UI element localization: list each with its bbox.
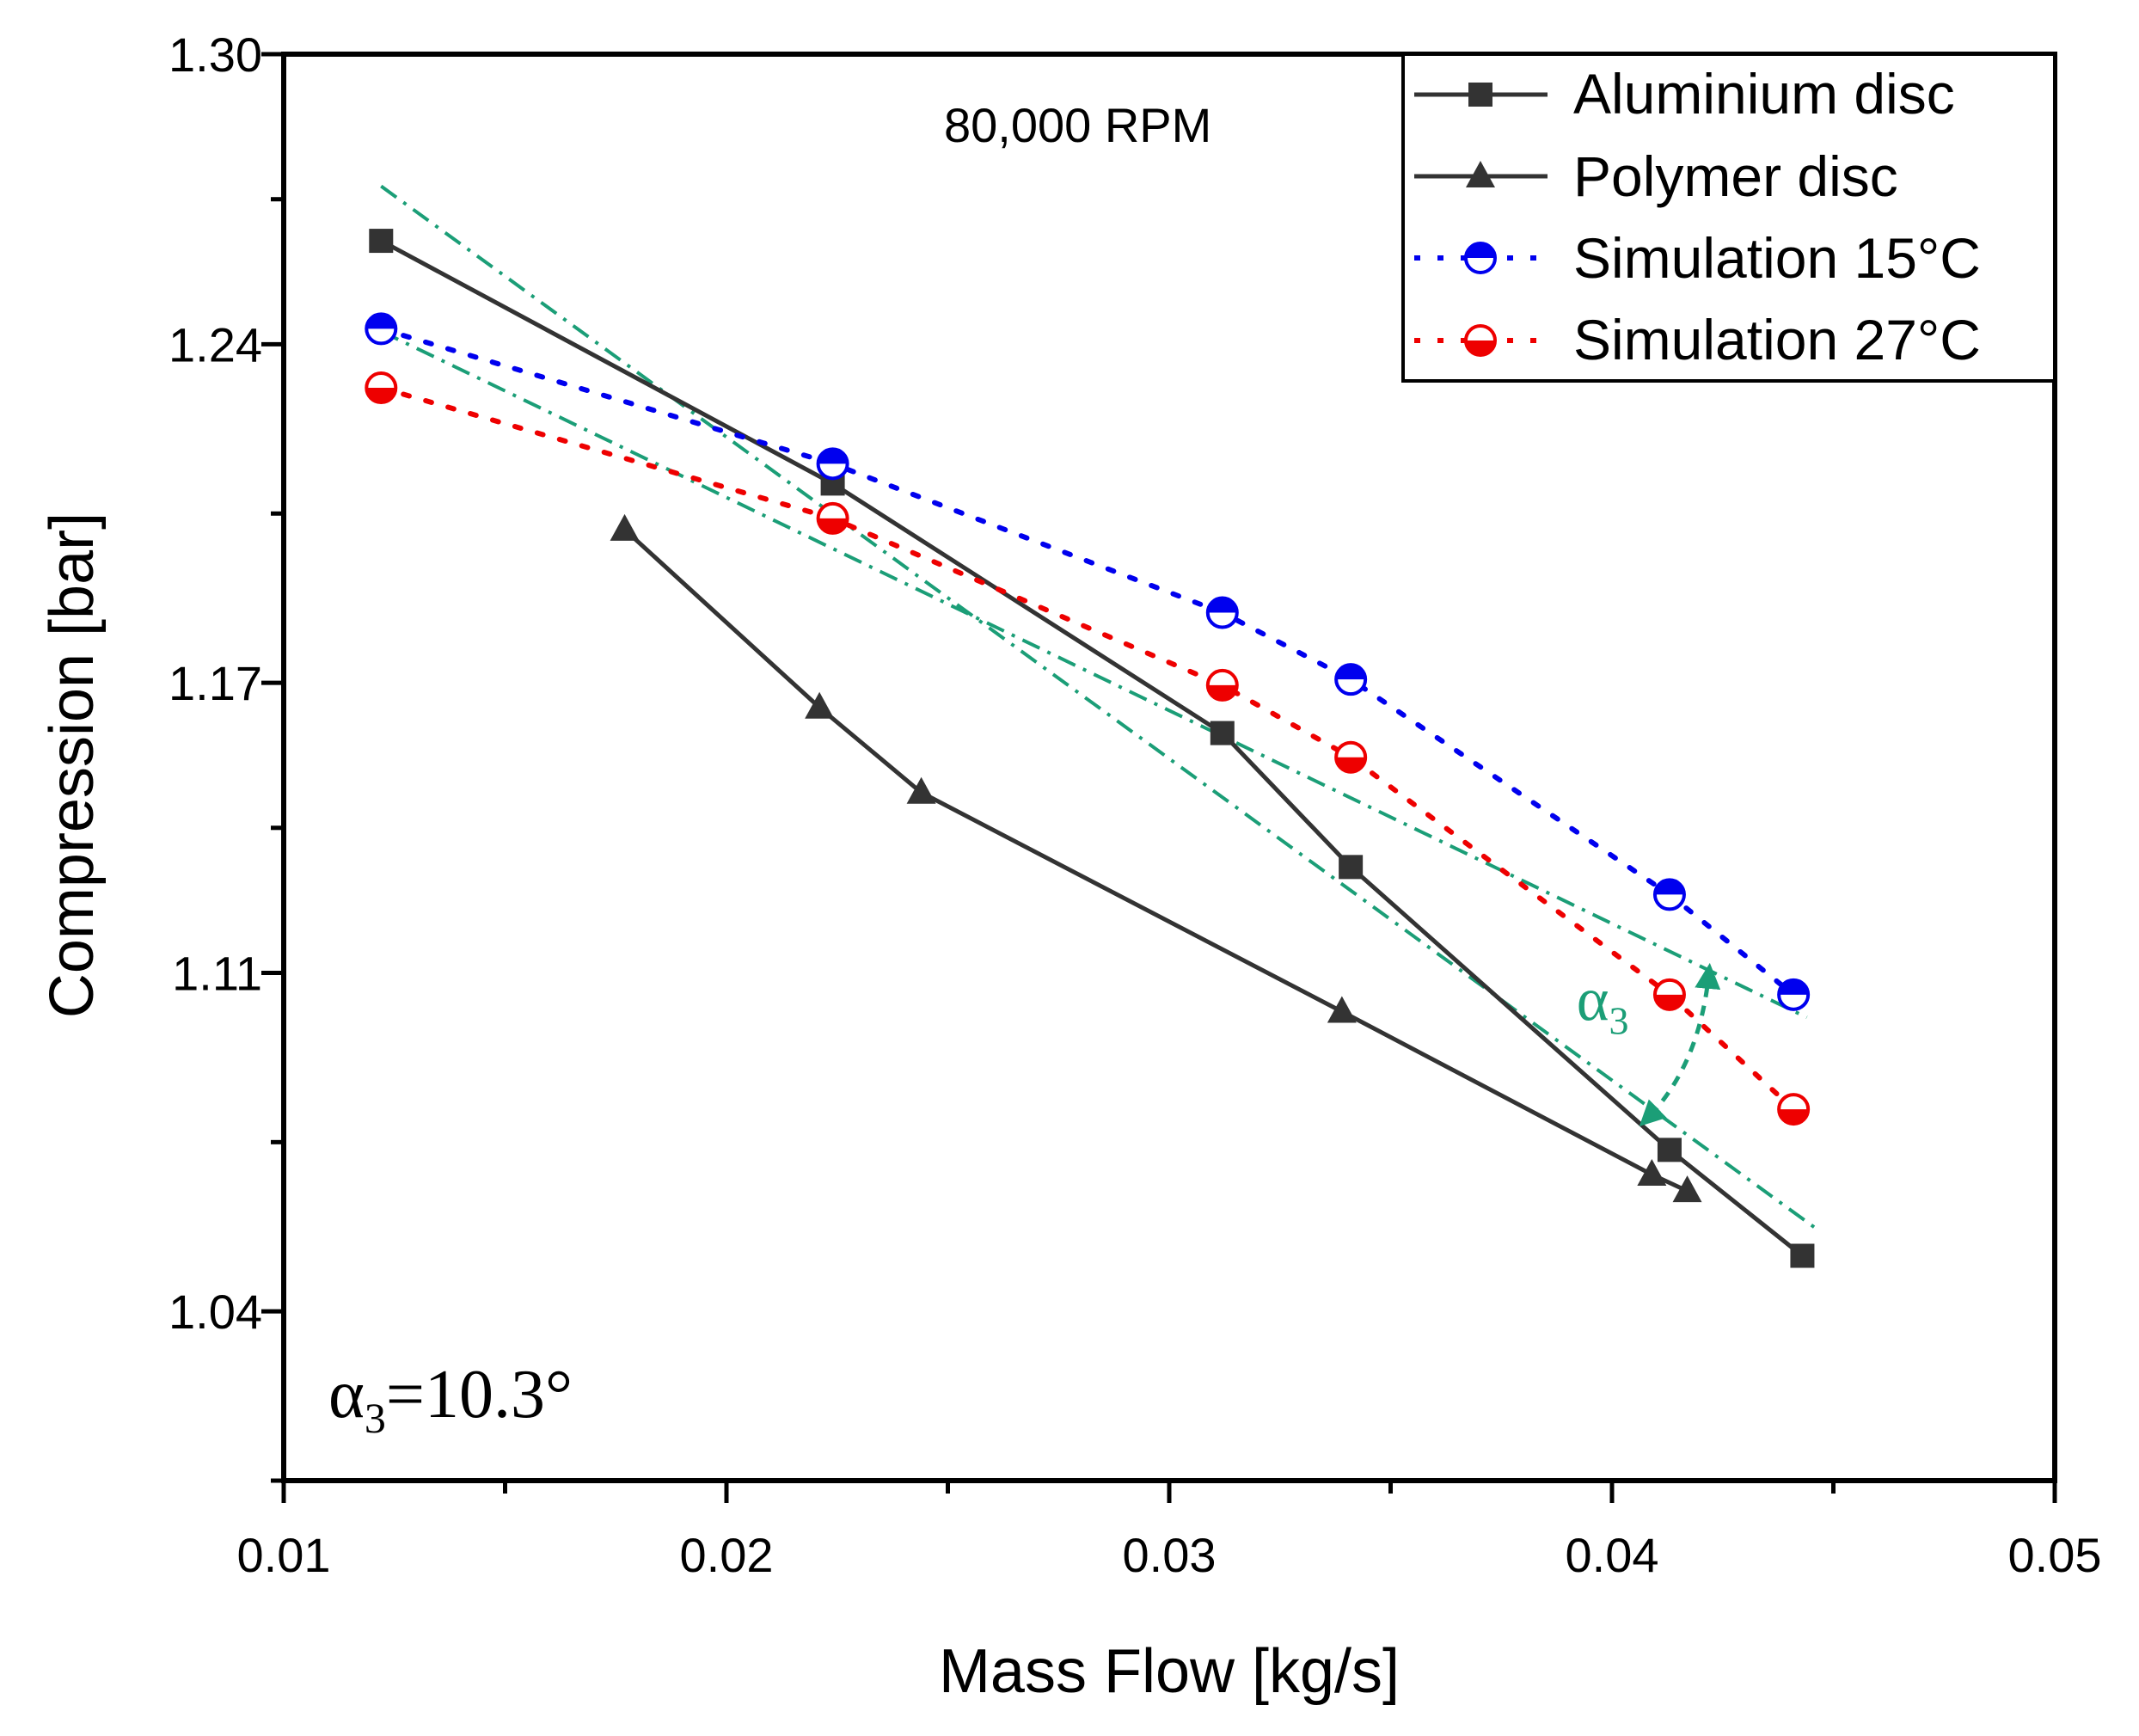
legend-marker-sim15 (1464, 242, 1497, 274)
legend-label-polymer: Polymer disc (1573, 144, 1898, 208)
x-tick-label: 0.03 (1123, 1528, 1217, 1582)
legend-box (1401, 52, 2056, 383)
alpha-symbol: α (328, 1357, 365, 1432)
x-axis-title: Mass Flow [kg/s] (939, 1637, 1400, 1706)
data-point-aluminium (1790, 1243, 1815, 1268)
x-tick-label: 0.04 (1566, 1528, 1659, 1582)
alpha-subscript: 3 (365, 1394, 386, 1442)
alpha-value-annotation: α3=10.3° (328, 1357, 573, 1442)
data-point-aluminium (1339, 855, 1364, 880)
data-point-polymer (1327, 996, 1357, 1023)
trend-lines (380, 184, 1817, 1230)
x-tick-label: 0.01 (237, 1528, 331, 1582)
y-axis-title: Compression [bar] (38, 512, 107, 1018)
data-series (365, 229, 1815, 1268)
data-point-sim15 (1652, 878, 1686, 911)
x-axis-ticks (281, 1481, 2057, 1503)
y-tick-label: 1.30 (169, 28, 262, 82)
angle-arc-arrow (1639, 962, 1721, 1127)
series-line-polymer (622, 527, 1690, 1193)
series-line-sim15 (378, 326, 1797, 997)
x-tick-label: 0.05 (2008, 1528, 2102, 1582)
data-point-polymer (1672, 1175, 1702, 1203)
alpha-equals-value: =10.3° (386, 1357, 573, 1432)
data-point-sim27 (1334, 740, 1368, 774)
data-point-sim27 (365, 371, 398, 405)
rpm-annotation: 80,000 RPM (944, 98, 1211, 152)
trend-line-steep-trend (380, 184, 1817, 1230)
data-point-sim27 (1777, 1093, 1811, 1126)
series-polymer (610, 513, 1702, 1203)
data-point-sim15 (1205, 596, 1239, 629)
x-tick-labels: 0.01 0.02 0.03 0.04 0.05 (237, 1528, 2102, 1582)
data-point-polymer (1637, 1159, 1667, 1187)
arc-alpha-subscript: 3 (1609, 998, 1629, 1042)
trend-line-shallow-trend (380, 329, 1808, 1020)
data-point-sim27 (1205, 668, 1239, 702)
data-point-polymer (610, 513, 640, 541)
data-point-polymer (906, 776, 936, 804)
legend-marker-sim27 (1464, 324, 1497, 357)
data-point-sim15 (365, 312, 398, 346)
data-point-sim15 (1777, 978, 1811, 1011)
data-point-sim27 (1652, 978, 1686, 1011)
series-aluminium (369, 229, 1815, 1268)
arc-alpha-symbol: α (1577, 965, 1609, 1034)
y-tick-label: 1.17 (169, 656, 262, 710)
legend-marker-polymer (1466, 161, 1495, 187)
y-tick-label: 1.04 (169, 1285, 262, 1339)
data-point-sim27 (816, 501, 849, 535)
series-line-aluminium (378, 238, 1805, 1258)
data-point-aluminium (1657, 1138, 1682, 1162)
x-tick-label: 0.02 (680, 1528, 774, 1582)
data-point-sim15 (1334, 663, 1368, 696)
angle-arc-label: α3 (1577, 965, 1629, 1042)
data-point-polymer (805, 691, 835, 719)
series-sim15 (365, 312, 1811, 1011)
data-point-aluminium (369, 229, 394, 254)
y-tick-label: 1.11 (172, 947, 262, 1001)
y-axis-ticks (261, 52, 284, 1483)
y-tick-label: 1.24 (169, 317, 262, 371)
y-tick-labels: 1.04 1.11 1.17 1.24 1.30 (169, 28, 262, 1339)
legend-label-sim27: Simulation 27°C (1573, 308, 1981, 371)
legend: Aluminium disc Polymer disc Simulation 1… (1401, 52, 2056, 383)
data-point-sim15 (816, 447, 849, 481)
legend-label-aluminium: Aluminium disc (1573, 62, 1955, 126)
legend-label-sim15: Simulation 15°C (1573, 226, 1981, 290)
legend-marker-aluminium (1468, 83, 1492, 107)
data-point-aluminium (1210, 721, 1235, 745)
